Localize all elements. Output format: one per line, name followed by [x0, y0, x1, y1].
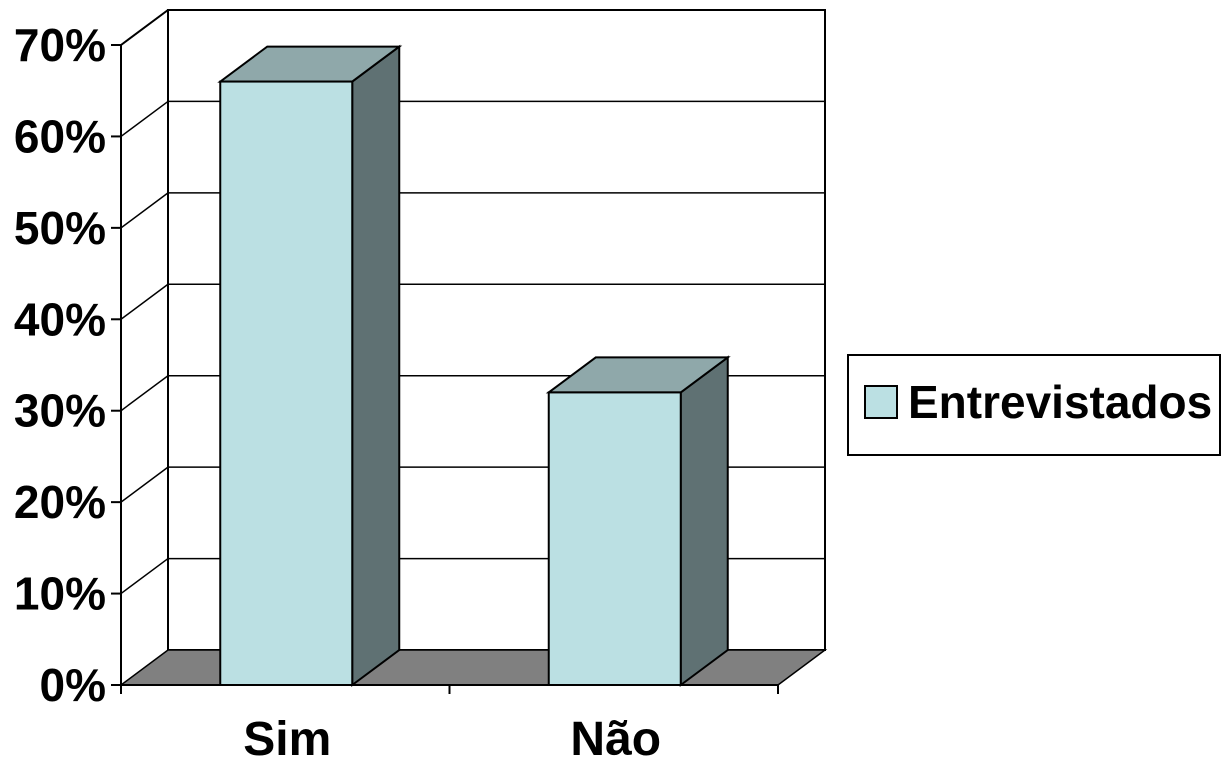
y-tick-label: 20% [14, 476, 106, 528]
side-gridline [120, 9, 169, 46]
side-gridline [120, 375, 169, 412]
y-tick-label: 30% [14, 385, 106, 437]
bar-front-face [219, 80, 354, 687]
x-axis-category-labels: Sim Não [243, 713, 661, 757]
bars [217, 44, 731, 687]
legend-label-entrevistados: Entrevistados [908, 376, 1212, 428]
x-category-label: Sim [243, 713, 331, 757]
side-gridline [120, 192, 169, 229]
side-gridline [120, 557, 169, 595]
y-tick-label: 0% [40, 659, 106, 711]
y-tick-label: 70% [14, 19, 106, 71]
y-axis-tick-labels: 0% 10% 20% 30% 40% 50% 60% 70% [14, 19, 106, 711]
y-tick-label: 10% [14, 568, 106, 620]
bar-side-face [679, 355, 729, 687]
y-tick-label: 50% [14, 202, 106, 254]
side-gridline [120, 283, 169, 320]
legend-box [847, 354, 1221, 456]
side-gridline [120, 466, 169, 503]
y-tick-label: 60% [14, 110, 106, 162]
bar-sim [217, 44, 403, 687]
side-gridline [120, 100, 169, 138]
bar-front-face [547, 391, 682, 686]
bar-não [545, 355, 731, 687]
x-category-label: Não [570, 713, 661, 757]
bar-side-face [351, 44, 401, 687]
y-tick-label: 40% [14, 293, 106, 345]
legend: Entrevistados [847, 354, 1221, 456]
legend-swatch-entrevistados [864, 385, 898, 419]
